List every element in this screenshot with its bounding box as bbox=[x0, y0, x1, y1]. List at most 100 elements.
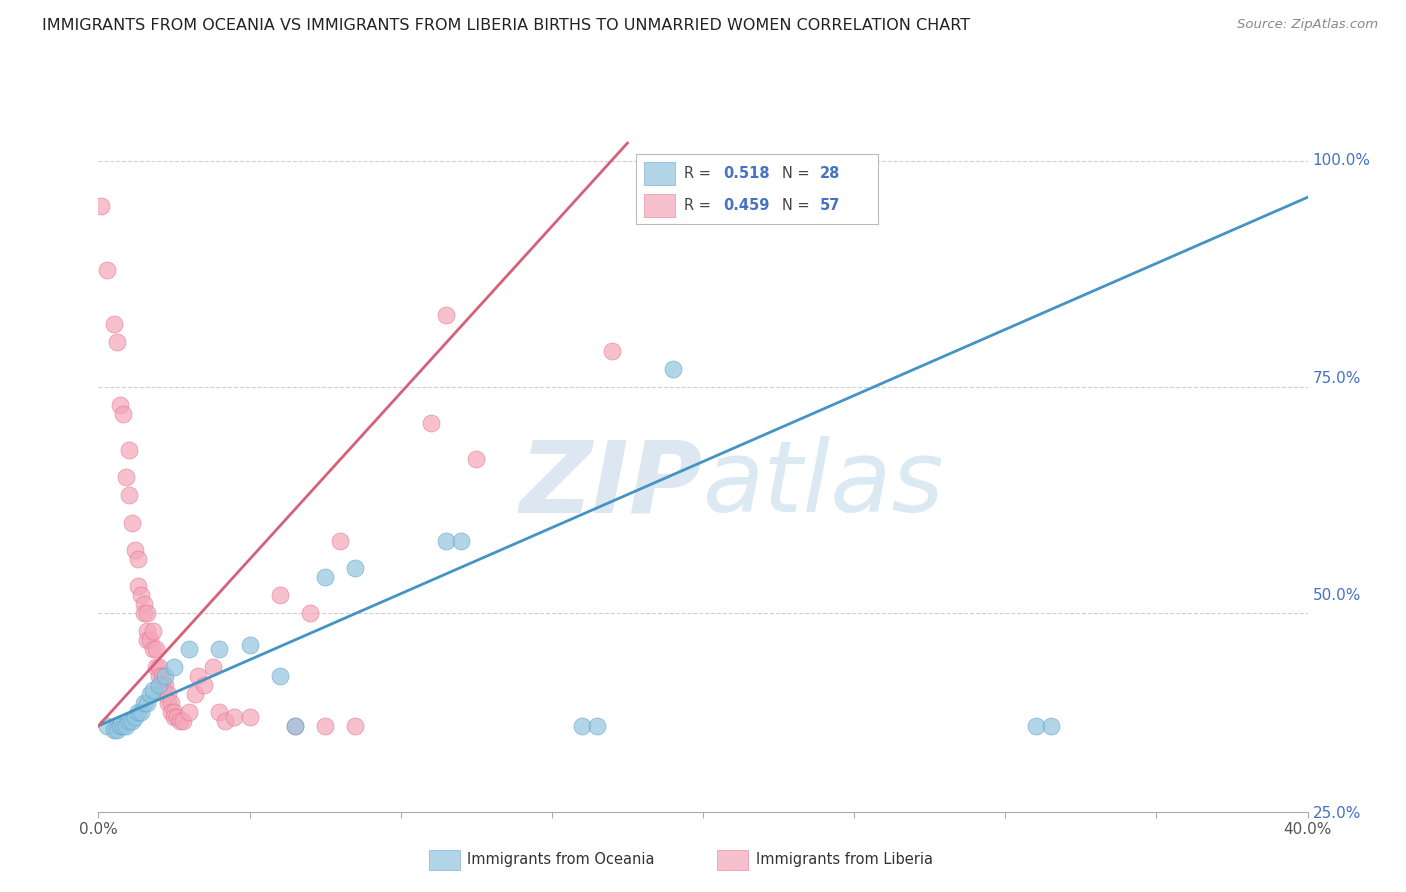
Point bbox=[187, 669, 209, 683]
Point bbox=[96, 719, 118, 733]
Point bbox=[172, 714, 194, 729]
Point bbox=[160, 706, 183, 720]
Point bbox=[160, 696, 183, 710]
Point bbox=[344, 719, 367, 733]
Point bbox=[148, 660, 170, 674]
Point bbox=[127, 579, 149, 593]
Point bbox=[208, 642, 231, 657]
Point bbox=[139, 687, 162, 701]
Point bbox=[118, 443, 141, 458]
Point bbox=[239, 638, 262, 652]
Point bbox=[434, 308, 457, 322]
Point bbox=[420, 416, 443, 430]
Point bbox=[163, 710, 186, 724]
Point bbox=[127, 706, 149, 720]
Point bbox=[135, 624, 157, 638]
Point bbox=[269, 588, 291, 602]
Point bbox=[602, 343, 624, 358]
Point bbox=[111, 719, 134, 733]
Point bbox=[111, 407, 134, 421]
Text: IMMIGRANTS FROM OCEANIA VS IMMIGRANTS FROM LIBERIA BIRTHS TO UNMARRIED WOMEN COR: IMMIGRANTS FROM OCEANIA VS IMMIGRANTS FR… bbox=[42, 18, 970, 33]
Point bbox=[299, 606, 322, 620]
Point bbox=[124, 710, 146, 724]
Text: 0.459: 0.459 bbox=[724, 198, 770, 213]
Text: ZIP: ZIP bbox=[520, 436, 703, 533]
Point bbox=[129, 588, 152, 602]
Text: R =: R = bbox=[683, 166, 716, 181]
Point bbox=[344, 560, 367, 574]
Point bbox=[142, 642, 165, 657]
Point bbox=[1024, 719, 1046, 733]
Point bbox=[329, 533, 352, 548]
Point bbox=[108, 719, 131, 733]
Point bbox=[132, 597, 155, 611]
Point bbox=[118, 714, 141, 729]
Point bbox=[166, 710, 188, 724]
Point bbox=[193, 678, 215, 692]
Point bbox=[148, 669, 170, 683]
Point bbox=[284, 719, 307, 733]
Point bbox=[121, 714, 143, 729]
Point bbox=[129, 706, 152, 720]
Text: 28: 28 bbox=[820, 166, 841, 181]
Text: Immigrants from Oceania: Immigrants from Oceania bbox=[467, 853, 654, 867]
Point bbox=[571, 719, 593, 733]
Point bbox=[153, 678, 176, 692]
Point bbox=[132, 696, 155, 710]
Point bbox=[179, 706, 201, 720]
Point bbox=[163, 706, 186, 720]
Point bbox=[96, 262, 118, 277]
Point bbox=[163, 660, 186, 674]
Point bbox=[202, 660, 225, 674]
Point bbox=[1039, 719, 1062, 733]
Point bbox=[114, 719, 136, 733]
Point bbox=[586, 719, 609, 733]
Point bbox=[156, 696, 179, 710]
Point bbox=[208, 706, 231, 720]
Point bbox=[142, 682, 165, 697]
Point bbox=[450, 533, 472, 548]
Point bbox=[148, 678, 170, 692]
Text: Immigrants from Liberia: Immigrants from Liberia bbox=[756, 853, 934, 867]
Point bbox=[108, 398, 131, 412]
Point bbox=[156, 687, 179, 701]
Point bbox=[150, 678, 173, 692]
Point bbox=[314, 570, 336, 584]
Point bbox=[145, 642, 167, 657]
Point bbox=[135, 696, 157, 710]
Point bbox=[214, 714, 236, 729]
Point bbox=[269, 669, 291, 683]
Point bbox=[314, 719, 336, 733]
Text: 57: 57 bbox=[820, 198, 841, 213]
Point bbox=[127, 551, 149, 566]
FancyBboxPatch shape bbox=[644, 161, 675, 185]
Point bbox=[90, 199, 112, 213]
Point bbox=[153, 669, 176, 683]
Text: N =: N = bbox=[782, 198, 814, 213]
Point bbox=[179, 642, 201, 657]
FancyBboxPatch shape bbox=[644, 194, 675, 217]
Point bbox=[135, 606, 157, 620]
Point bbox=[169, 714, 191, 729]
Point bbox=[103, 317, 125, 331]
Point bbox=[465, 452, 488, 467]
Point bbox=[153, 687, 176, 701]
Point bbox=[150, 669, 173, 683]
Point bbox=[184, 687, 207, 701]
Text: Source: ZipAtlas.com: Source: ZipAtlas.com bbox=[1237, 18, 1378, 31]
Point bbox=[105, 334, 128, 349]
Text: R =: R = bbox=[683, 198, 716, 213]
Point bbox=[135, 633, 157, 648]
Point bbox=[239, 710, 262, 724]
Point bbox=[662, 362, 685, 376]
Text: N =: N = bbox=[782, 166, 814, 181]
Point bbox=[121, 516, 143, 530]
Point bbox=[145, 660, 167, 674]
Text: atlas: atlas bbox=[703, 436, 945, 533]
Point bbox=[124, 542, 146, 557]
Point bbox=[434, 533, 457, 548]
Point bbox=[103, 723, 125, 738]
Point bbox=[139, 633, 162, 648]
Point bbox=[284, 719, 307, 733]
Point bbox=[118, 488, 141, 502]
